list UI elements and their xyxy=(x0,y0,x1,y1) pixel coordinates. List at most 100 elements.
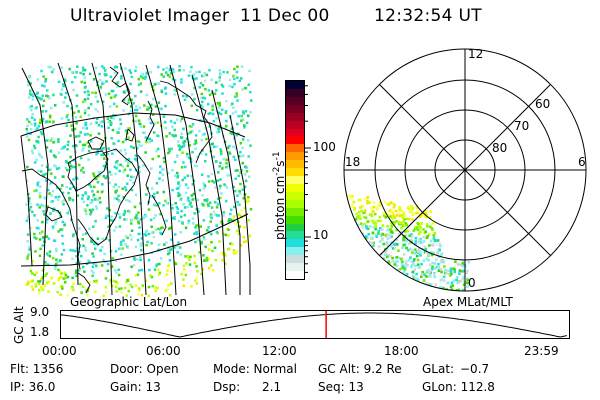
map-data-pixel xyxy=(102,258,105,262)
map-data-pixel xyxy=(173,174,177,177)
map-data-pixel xyxy=(186,186,190,190)
map-data-pixel xyxy=(54,267,57,271)
map-data-pixel xyxy=(83,76,87,79)
map-data-pixel xyxy=(206,259,209,262)
map-data-pixel xyxy=(36,219,40,222)
polar-data-pixel xyxy=(410,260,414,264)
polar-data-pixel xyxy=(394,209,398,213)
map-data-pixel xyxy=(84,232,88,235)
map-data-pixel xyxy=(243,213,246,217)
map-data-pixel xyxy=(171,206,174,210)
map-data-pixel xyxy=(106,152,109,156)
map-data-pixel xyxy=(219,148,222,151)
map-data-pixel xyxy=(105,73,108,76)
polar-data-pixel xyxy=(439,285,442,289)
map-data-pixel xyxy=(102,294,105,298)
mlat-label-60: 60 xyxy=(535,97,551,111)
map-data-pixel xyxy=(102,174,106,178)
map-data-pixel xyxy=(151,97,155,101)
map-data-pixel xyxy=(59,285,62,288)
map-data-pixel xyxy=(196,238,200,242)
map-data-pixel xyxy=(229,242,232,245)
map-data-pixel xyxy=(87,145,91,148)
map-data-pixel xyxy=(102,146,105,150)
map-data-pixel xyxy=(146,105,149,109)
map-data-pixel xyxy=(67,140,70,144)
map-data-pixel xyxy=(216,203,220,206)
map-data-pixel xyxy=(224,262,227,265)
map-data-pixel xyxy=(108,239,111,242)
map-data-pixel xyxy=(158,177,161,180)
map-data-pixel xyxy=(139,202,142,205)
polar-data-pixel xyxy=(433,262,437,265)
map-data-pixel xyxy=(125,294,128,297)
timeline-chart[interactable] xyxy=(55,305,575,345)
map-data-pixel xyxy=(107,147,110,150)
polar-data-pixel xyxy=(450,281,454,285)
polar-data-pixel xyxy=(467,260,471,264)
map-data-pixel xyxy=(46,89,49,92)
map-data-pixel xyxy=(194,226,197,229)
map-data-pixel xyxy=(101,81,104,84)
map-data-pixel xyxy=(96,117,99,121)
map-data-pixel xyxy=(173,88,176,92)
map-data-pixel xyxy=(44,263,47,266)
map-data-pixel xyxy=(234,147,238,150)
map-data-pixel xyxy=(191,198,194,201)
map-data-pixel xyxy=(123,286,127,290)
map-data-pixel xyxy=(33,236,36,239)
map-data-pixel xyxy=(34,283,38,286)
map-data-pixel xyxy=(48,252,51,255)
map-data-pixel xyxy=(45,179,48,182)
map-data-pixel xyxy=(195,230,198,234)
map-data-pixel xyxy=(202,182,205,185)
map-data-pixel xyxy=(218,79,221,83)
map-data-pixel xyxy=(85,212,88,216)
map-data-pixel xyxy=(51,227,55,230)
map-data-pixel xyxy=(49,200,53,204)
polar-data-pixel xyxy=(439,244,442,248)
mlt-label-6: 6 xyxy=(578,155,586,169)
map-data-pixel xyxy=(144,75,147,79)
polar-data-pixel xyxy=(405,272,409,276)
map-data-pixel xyxy=(95,121,98,124)
map-data-pixel xyxy=(66,143,70,147)
polar-data-pixel xyxy=(395,220,398,223)
map-data-pixel xyxy=(204,153,208,156)
map-data-pixel xyxy=(29,269,33,273)
map-data-pixel xyxy=(173,128,176,132)
polar-data-pixel xyxy=(419,226,422,230)
timeline-xtick-1200: 12:00 xyxy=(262,344,297,358)
map-data-pixel xyxy=(183,98,187,102)
map-data-pixel xyxy=(241,110,245,113)
map-data-pixel xyxy=(107,120,110,124)
map-data-pixel xyxy=(98,78,102,82)
map-data-pixel xyxy=(194,141,198,145)
polar-data-pixel xyxy=(378,215,382,219)
map-data-pixel xyxy=(38,194,42,198)
map-data-pixel xyxy=(45,235,49,238)
map-data-pixel xyxy=(96,151,100,155)
map-data-pixel xyxy=(176,244,179,247)
polar-data-pixel xyxy=(387,213,390,216)
map-data-pixel xyxy=(111,152,114,155)
polar-data-pixel xyxy=(364,235,368,238)
map-data-pixel xyxy=(164,71,168,74)
map-data-pixel xyxy=(249,90,252,94)
map-data-pixel xyxy=(236,99,239,102)
polar-data-pixel xyxy=(411,270,415,274)
map-data-pixel xyxy=(130,218,134,222)
map-data-pixel xyxy=(98,173,102,177)
map-data-pixel xyxy=(194,134,198,137)
map-data-pixel xyxy=(208,201,212,205)
map-data-pixel xyxy=(233,189,237,193)
map-data-pixel xyxy=(129,178,132,182)
map-data-pixel xyxy=(39,185,42,188)
map-data-pixel xyxy=(170,147,173,151)
map-data-pixel xyxy=(155,203,159,207)
map-data-pixel xyxy=(162,156,166,160)
map-data-pixel xyxy=(102,66,106,70)
map-data-pixel xyxy=(109,96,113,100)
map-data-pixel xyxy=(222,157,226,161)
map-data-pixel xyxy=(78,227,81,230)
